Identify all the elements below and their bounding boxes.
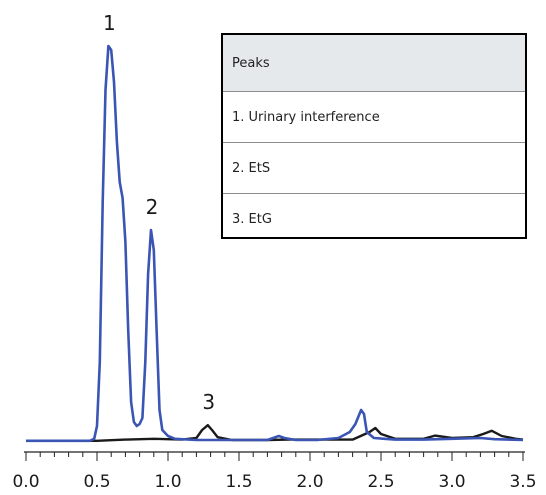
legend-title: Peaks — [223, 35, 525, 92]
x-ticks: 0.0 0.5 1.0 1.5 2.0 2.5 3.0 3.5 — [12, 452, 537, 492]
x-tick-label: 0.0 — [12, 472, 39, 492]
peak-label-3: 3 — [202, 390, 215, 414]
peak-label-1: 1 — [103, 11, 116, 35]
x-tick-label: 2.5 — [367, 472, 394, 492]
legend-item-3: 3. EtG — [232, 212, 272, 227]
x-tick-label: 3.5 — [509, 472, 536, 492]
legend-item-2: 2. EtS — [223, 143, 525, 194]
peak-label-2: 2 — [146, 195, 159, 219]
x-tick-label: 0.5 — [83, 472, 110, 492]
x-tick-label: 1.5 — [225, 472, 252, 492]
peaks-legend: Peaks 1. Urinary interference 2. EtS 3. … — [221, 33, 527, 239]
legend-item-1: 1. Urinary interference — [223, 92, 525, 143]
series-layer — [26, 44, 524, 443]
x-tick-label: 3.0 — [438, 472, 465, 492]
peak-labels: 1 2 3 — [103, 11, 215, 414]
x-tick-label: 2.0 — [296, 472, 323, 492]
series-line-1 — [26, 44, 524, 443]
x-tick-label: 1.0 — [154, 472, 181, 492]
